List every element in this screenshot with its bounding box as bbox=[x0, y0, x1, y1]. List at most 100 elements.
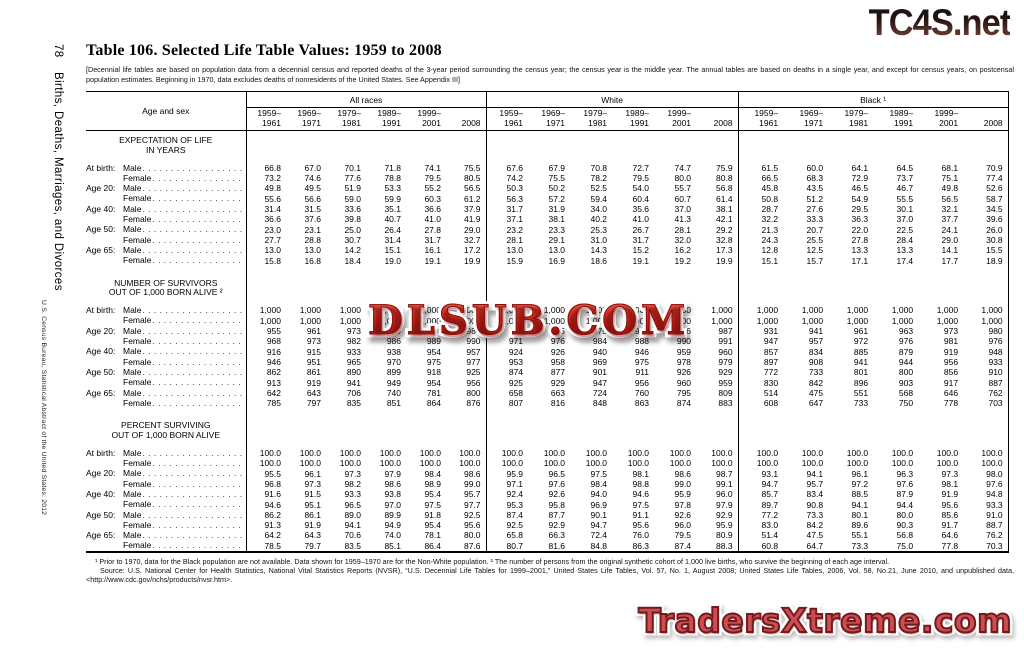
value-cell: 13.0 bbox=[548, 245, 566, 256]
value-cell: 100.0 bbox=[485, 458, 529, 469]
table-row: Age 20:Male95596197397998498695996597598… bbox=[86, 325, 1009, 337]
table-headnote: [Decennial life tables are based on popu… bbox=[86, 65, 1014, 84]
value-cell: 25.0 bbox=[344, 224, 361, 235]
value-cell: 64.6 bbox=[941, 530, 959, 541]
value-cell: 92.5 bbox=[463, 509, 481, 520]
row-label-cell: Age 40: Male bbox=[86, 204, 246, 214]
value-cell: 93.3 bbox=[344, 489, 361, 500]
value-cell: 885 bbox=[853, 346, 869, 357]
dot-leader bbox=[152, 458, 243, 468]
value-cell: 990 bbox=[654, 336, 696, 346]
value-cell: 15.5 bbox=[963, 244, 1009, 256]
value-cell: 96.8 bbox=[245, 478, 286, 489]
row-label-cell: Female bbox=[86, 458, 246, 468]
value-cell: 97.8 bbox=[674, 499, 692, 510]
value-cell: 658 bbox=[485, 387, 529, 398]
value-cell: 98.7 bbox=[716, 468, 733, 479]
value-cell: 97.6 bbox=[896, 478, 914, 489]
value-cell: 568 bbox=[898, 387, 914, 398]
row-label-name: Male bbox=[123, 305, 142, 316]
value-cell: 67.6 bbox=[485, 162, 529, 173]
value-cell: 795 bbox=[676, 387, 692, 398]
value-cell: 724 bbox=[592, 387, 608, 398]
table-row: Age 50: Male 86.2 86.1 89.0 89.9 91.8 92.5 87.4 8… bbox=[86, 509, 1009, 520]
value-cell: 918 bbox=[426, 367, 441, 378]
value-cell: 16.2 bbox=[674, 245, 692, 256]
value-cell: 58.7 bbox=[963, 193, 1009, 204]
row-label-name: Female bbox=[123, 255, 152, 266]
value-cell: 91.3 bbox=[245, 519, 286, 531]
value-cell: 96.1 bbox=[851, 468, 869, 479]
year-column-header: 1979– 1981 bbox=[570, 107, 613, 131]
row-label: Female bbox=[86, 458, 246, 468]
section-spacer-cell bbox=[326, 266, 366, 306]
value-cell: 49.8 bbox=[941, 183, 959, 194]
value-cell: 954 bbox=[426, 346, 441, 357]
section-spacer-cell bbox=[406, 131, 446, 163]
value-cell: 88.5 bbox=[851, 489, 869, 500]
value-cell: 92.5 bbox=[485, 519, 529, 531]
value-cell: 703 bbox=[963, 397, 1009, 409]
row-label-name: Female bbox=[123, 336, 152, 347]
value-cell: 37.0 bbox=[674, 204, 692, 215]
year-top: 1959– bbox=[499, 108, 524, 118]
value-cell: 848 bbox=[592, 398, 608, 409]
value-cell: 97.9 bbox=[384, 468, 401, 479]
value-cell: 16.8 bbox=[304, 255, 321, 266]
value-cell: 99.0 bbox=[463, 478, 481, 489]
value-cell: 947 bbox=[592, 377, 608, 388]
value-cell: 31.7 bbox=[424, 234, 441, 245]
value-cell: 51.4 bbox=[737, 530, 784, 541]
year-column-header: 1969– 1971 bbox=[783, 107, 829, 131]
value-cell: 60.0 bbox=[806, 162, 824, 173]
value-cell: 100.0 bbox=[585, 448, 608, 459]
value-cell: 97.1 bbox=[485, 478, 529, 489]
value-cell: 960 bbox=[718, 346, 733, 357]
value-cell: 948 bbox=[963, 346, 1009, 357]
value-cell: 94.7 bbox=[737, 478, 784, 489]
value-cell: 89.0 bbox=[344, 509, 361, 520]
value-cell: 37.9 bbox=[463, 204, 481, 215]
value-cell: 98.6 bbox=[463, 468, 481, 479]
value-cell: 989 bbox=[406, 336, 446, 346]
row-label-name: Female bbox=[123, 172, 152, 183]
value-cell: 968 bbox=[245, 336, 286, 347]
year-bottom: 1971 bbox=[546, 117, 566, 128]
value-cell: 1,000 bbox=[801, 305, 824, 316]
value-cell: 89.9 bbox=[384, 509, 401, 520]
value-cell: 41.3 bbox=[674, 214, 692, 225]
value-cell: 100.0 bbox=[419, 448, 441, 459]
year-column-header: 1959– 1961 bbox=[485, 107, 529, 131]
value-cell: 72.9 bbox=[851, 173, 869, 184]
value-cell: 86.1 bbox=[304, 509, 321, 520]
section-heading-line: OUT OF 1,000 BORN ALIVE ² bbox=[108, 287, 223, 298]
row-label-cell: Female bbox=[86, 377, 246, 387]
year-bottom: 1961 bbox=[759, 117, 779, 128]
value-cell: 94.1 bbox=[851, 499, 869, 510]
section-spacer-cell bbox=[485, 130, 529, 163]
value-cell: 29.0 bbox=[941, 234, 959, 245]
sidebar-chapter-title: Births, Deaths, Marriages, and Divorces bbox=[52, 71, 64, 291]
section-heading-line: EXPECTATION OF LIFE bbox=[119, 135, 213, 145]
year-bottom: 2008 bbox=[461, 117, 481, 128]
year-column-header: 1999– 2001 bbox=[918, 107, 964, 131]
watermark-dlsub-outline: DLSUB.COM bbox=[364, 294, 689, 348]
header-group-row: Age and sex All races White Black ¹ bbox=[86, 91, 1009, 131]
row-label-name: Female bbox=[123, 499, 152, 510]
value-cell: 29.2 bbox=[716, 224, 733, 235]
value-cell: 781 bbox=[426, 387, 441, 398]
value-cell: 29.5 bbox=[851, 204, 869, 215]
value-cell: 1,000 bbox=[366, 305, 406, 315]
value-cell: 953 bbox=[485, 356, 529, 367]
value-cell: 91.5 bbox=[304, 489, 321, 500]
table-row: Age 50: Male 23.0 23.1 25.0 26.4 27.8 29.0 23.2 2… bbox=[86, 224, 1009, 235]
sidebar-chapter-label: 78 Births, Deaths, Marriages, and Divorce… bbox=[52, 44, 64, 290]
value-cell: 969 bbox=[592, 356, 608, 367]
year-top: 1979– bbox=[337, 108, 361, 118]
year-bottom: 1971 bbox=[804, 117, 824, 128]
value-cell: 51.9 bbox=[344, 183, 361, 194]
value-cell: 61.2 bbox=[463, 193, 481, 204]
row-label: Age 50: Male bbox=[86, 224, 246, 234]
value-cell: 13.0 bbox=[304, 245, 321, 256]
value-cell: 959 bbox=[718, 377, 733, 388]
